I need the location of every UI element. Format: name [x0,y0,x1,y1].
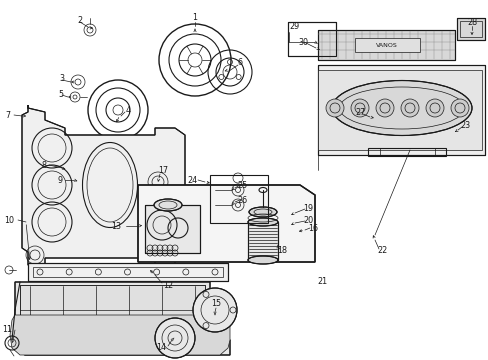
Text: 19: 19 [303,203,312,212]
Ellipse shape [331,81,471,135]
Text: 20: 20 [303,216,312,225]
Bar [33,267,223,277]
Bar [456,18,484,40]
Text: 24: 24 [186,176,197,185]
Text: 21: 21 [316,278,326,287]
Text: 23: 23 [459,121,469,130]
Polygon shape [138,185,314,262]
Bar [354,38,419,52]
Polygon shape [317,65,484,155]
Ellipse shape [247,256,278,264]
Polygon shape [15,282,229,355]
Text: VANOS: VANOS [375,42,397,48]
Bar [459,21,481,37]
Text: 13: 13 [111,221,121,230]
Text: 10: 10 [4,216,14,225]
Bar [287,22,335,56]
Text: 17: 17 [158,166,168,175]
Text: 4: 4 [125,105,130,114]
Bar [28,263,227,281]
Text: 6: 6 [237,58,242,67]
Bar [20,285,204,350]
Text: 18: 18 [276,246,286,255]
Bar [145,205,200,253]
Text: 9: 9 [57,176,62,185]
Text: 7: 7 [5,111,11,120]
Text: 30: 30 [297,37,307,46]
Text: 22: 22 [376,246,386,255]
Bar [247,222,278,260]
Text: 1: 1 [192,13,197,22]
Bar [456,18,484,40]
Text: 14: 14 [156,343,165,352]
Polygon shape [10,315,229,355]
Text: 29: 29 [288,22,299,31]
Text: 11: 11 [2,325,12,334]
Bar [287,22,335,56]
Text: 25: 25 [236,180,246,189]
Ellipse shape [247,218,278,226]
Circle shape [450,99,468,117]
Circle shape [425,99,443,117]
Text: 3: 3 [60,73,64,82]
Polygon shape [22,105,184,265]
Circle shape [325,99,343,117]
Ellipse shape [248,207,276,217]
Bar [367,148,445,156]
Text: 16: 16 [307,224,317,233]
Ellipse shape [154,199,182,211]
Text: 27: 27 [354,108,365,117]
Bar [209,175,267,223]
Bar [28,263,227,281]
Circle shape [437,120,461,144]
Bar [247,222,278,260]
Text: 15: 15 [210,298,221,307]
Text: 8: 8 [41,161,46,170]
Text: 2: 2 [77,15,82,24]
Circle shape [155,318,195,358]
Circle shape [375,99,393,117]
Text: 28: 28 [466,18,476,27]
Text: 12: 12 [163,280,173,289]
Text: 26: 26 [237,195,246,204]
Polygon shape [317,70,481,150]
Polygon shape [317,30,454,60]
Circle shape [193,288,237,332]
Bar [145,205,200,253]
Bar [20,285,204,350]
Circle shape [400,99,418,117]
Text: 5: 5 [59,90,63,99]
Circle shape [350,99,368,117]
